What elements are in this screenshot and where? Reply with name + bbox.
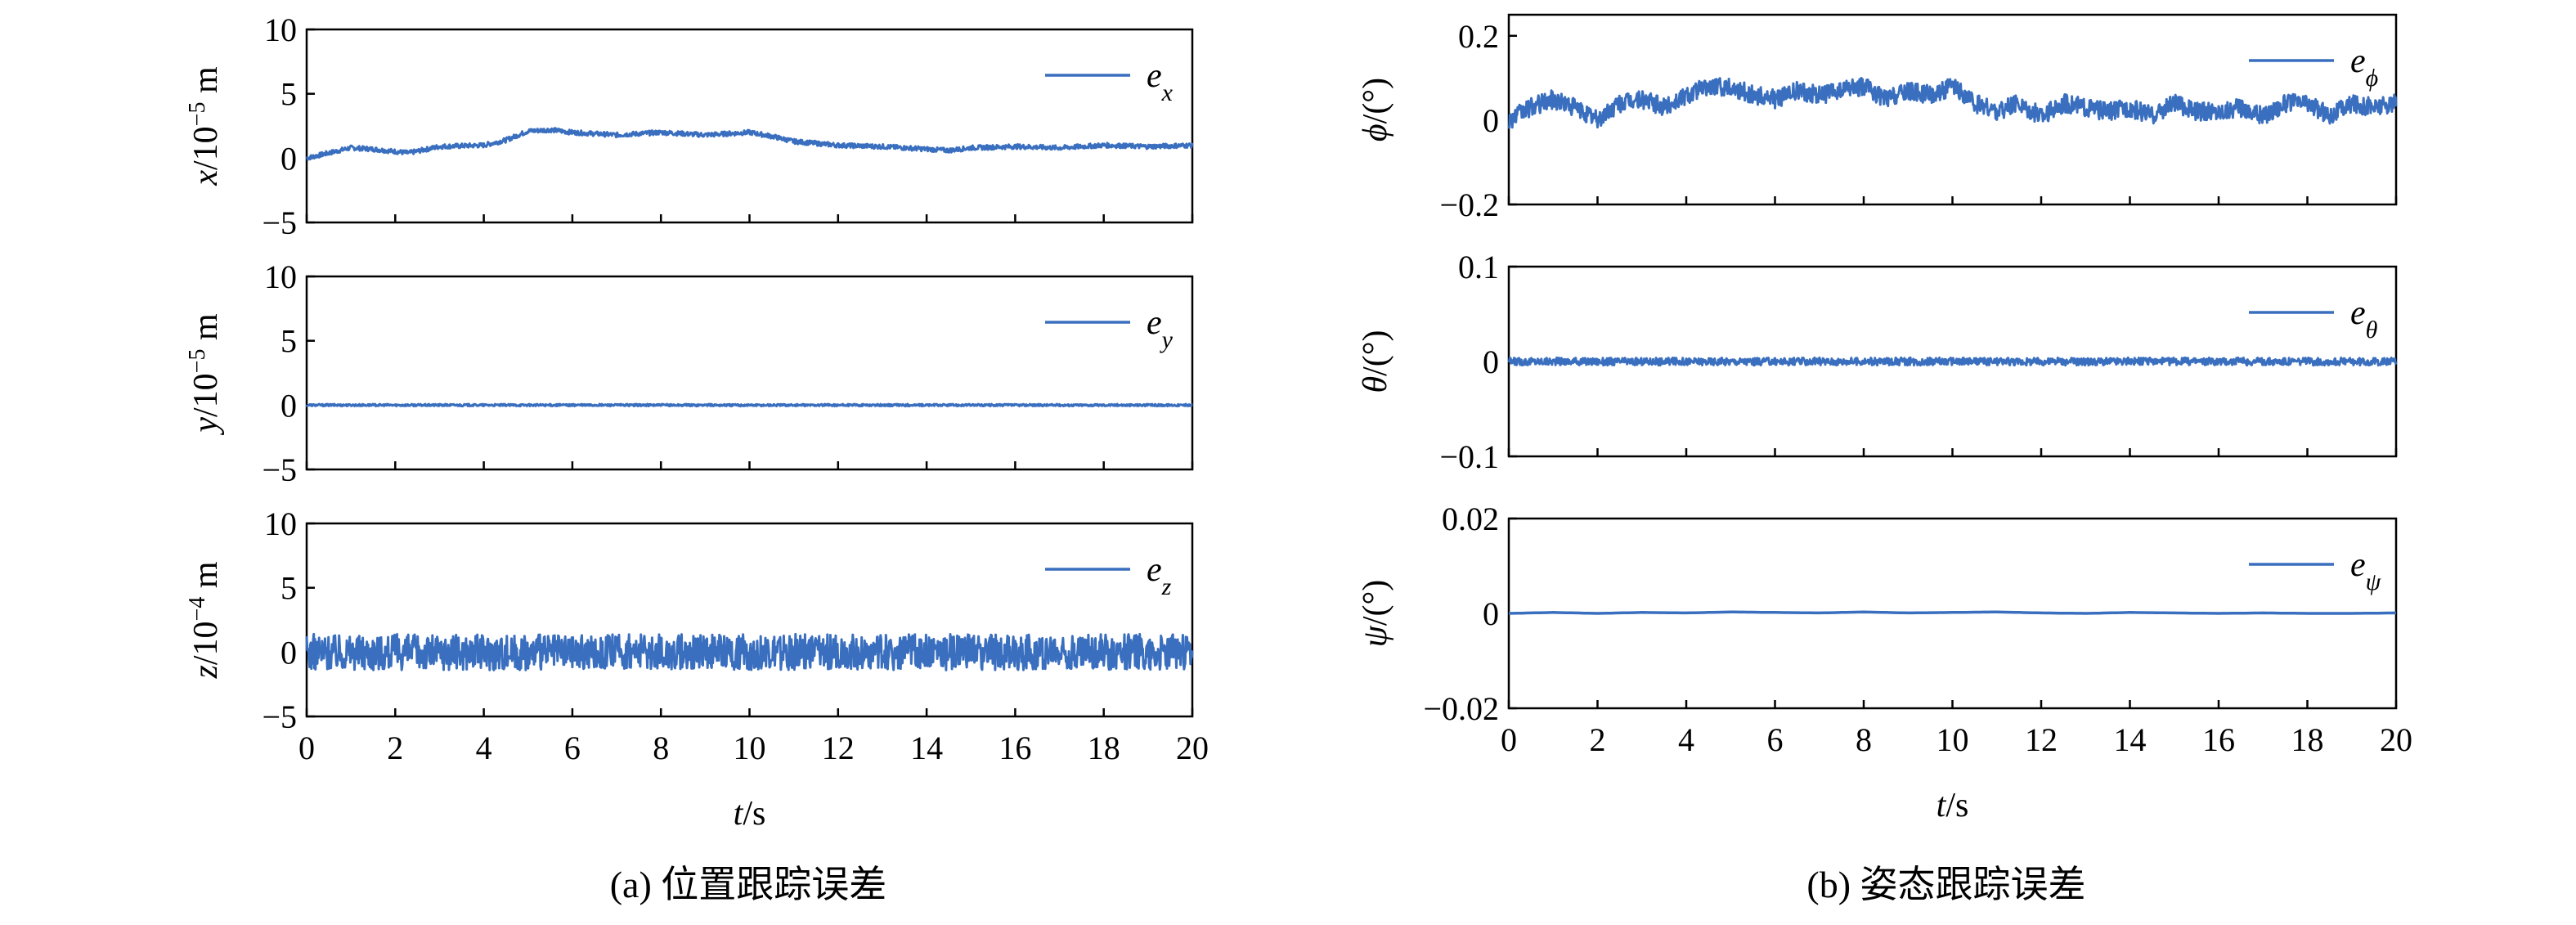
legend-label: ez (1147, 551, 1172, 600)
series-line-ex (306, 127, 1194, 161)
x-tick-label: 2 (387, 730, 403, 766)
y-axis-label: ψ/(°) (1357, 580, 1394, 648)
caption-b: (b) 姿态跟踪误差 (1806, 864, 2085, 905)
y-tick-label: 0 (1483, 595, 1499, 632)
x-tick-label: 6 (564, 730, 581, 766)
plot-frame (305, 522, 1194, 718)
x-tick-label: 16 (999, 730, 1031, 766)
y-tick-label: 5 (280, 323, 297, 360)
x-tick-label: 10 (734, 730, 766, 766)
x-axis-label: t/s (734, 795, 766, 833)
x-tick-label: 2 (1590, 721, 1606, 758)
x-tick-label: 8 (1856, 721, 1872, 758)
y-tick-label: −0.02 (1423, 690, 1499, 727)
plot-frame (305, 28, 1194, 224)
x-tick-label: 12 (822, 730, 855, 766)
y-axis-label: θ/(°) (1357, 330, 1394, 393)
y-tick-label: −5 (262, 698, 297, 735)
x-tick-label: 18 (1088, 730, 1120, 766)
series-line-ez (305, 632, 1194, 671)
y-tick-label: 0 (280, 387, 297, 424)
x-tick-label: 10 (1936, 721, 1969, 758)
x-tick-label: 20 (1176, 730, 1209, 766)
panel-epsi: 0.020−0.020 2 4 6 8 10 12 14 16 18 20t/sψ/(°)eψ (1357, 501, 2412, 824)
y-tick-label: −0.2 (1439, 186, 1499, 223)
y-axis-label: y/10−5 m (185, 313, 226, 436)
x-tick-label: 12 (2025, 721, 2058, 758)
y-tick-label: 0.2 (1458, 18, 1499, 55)
x-tick-label: 4 (1678, 721, 1694, 758)
panel-ey: 10 5 0 −5 y/10−5 m ey (185, 258, 1194, 488)
y-tick-label: 10 (264, 505, 297, 542)
series-line-epsi (1508, 610, 2397, 615)
y-axis-label: x/10−5 m (185, 66, 226, 186)
y-axis-label: ϕ/(°) (1357, 78, 1394, 141)
y-tick-label: −5 (262, 451, 297, 488)
y-tick-label: 5 (280, 570, 297, 607)
y-axis-label: z/10−4 m (185, 561, 226, 679)
panel-etheta: 0.1 0 −0.1 θ/(°) eθ (1357, 249, 2398, 475)
x-tick-label: 18 (2291, 721, 2324, 758)
legend-label: eψ (2350, 546, 2382, 595)
series-line-etheta (1507, 356, 2398, 367)
y-tick-label: 0.02 (1442, 501, 1499, 537)
x-tick-label: 0 (1501, 721, 1517, 758)
x-tick-label: 8 (653, 730, 669, 766)
x-tick-label: 14 (2114, 721, 2147, 758)
series-line-ey (305, 402, 1193, 408)
panel-ephi: 0.2 0 −0.2 ϕ/(°) eϕ (1357, 13, 2398, 223)
legend-label: ex (1147, 57, 1174, 106)
legend-label: ey (1147, 304, 1174, 353)
x-tick-label: 4 (476, 730, 492, 766)
x-axis-label: t/s (1936, 787, 1969, 824)
y-tick-label: 0 (280, 634, 297, 671)
x-tick-label: 20 (2380, 721, 2412, 758)
x-tick-label: 14 (910, 730, 943, 766)
y-tick-label: 5 (280, 76, 297, 113)
panel-ex: 10 5 0 −5 x/10−5 m ex (185, 11, 1194, 241)
y-tick-label: 0 (1483, 344, 1499, 380)
y-tick-label: 0 (1483, 102, 1499, 139)
y-tick-label: 0 (280, 140, 297, 177)
y-tick-label: −0.1 (1439, 438, 1499, 475)
y-tick-label: −5 (262, 204, 297, 241)
plot-frame (305, 275, 1194, 471)
y-tick-label: 0.1 (1458, 249, 1499, 285)
y-tick-label: 10 (264, 11, 297, 48)
x-tick-label: 16 (2202, 721, 2235, 758)
x-tick-label: 0 (298, 730, 315, 766)
series-line-ephi (1507, 77, 2398, 129)
y-tick-label: 10 (264, 258, 297, 295)
legend-label: eθ (2350, 294, 2378, 344)
legend-label: eϕ (2350, 43, 2378, 92)
caption-a: (a) 位置跟踪误差 (610, 864, 887, 905)
x-tick-label: 6 (1767, 721, 1784, 758)
